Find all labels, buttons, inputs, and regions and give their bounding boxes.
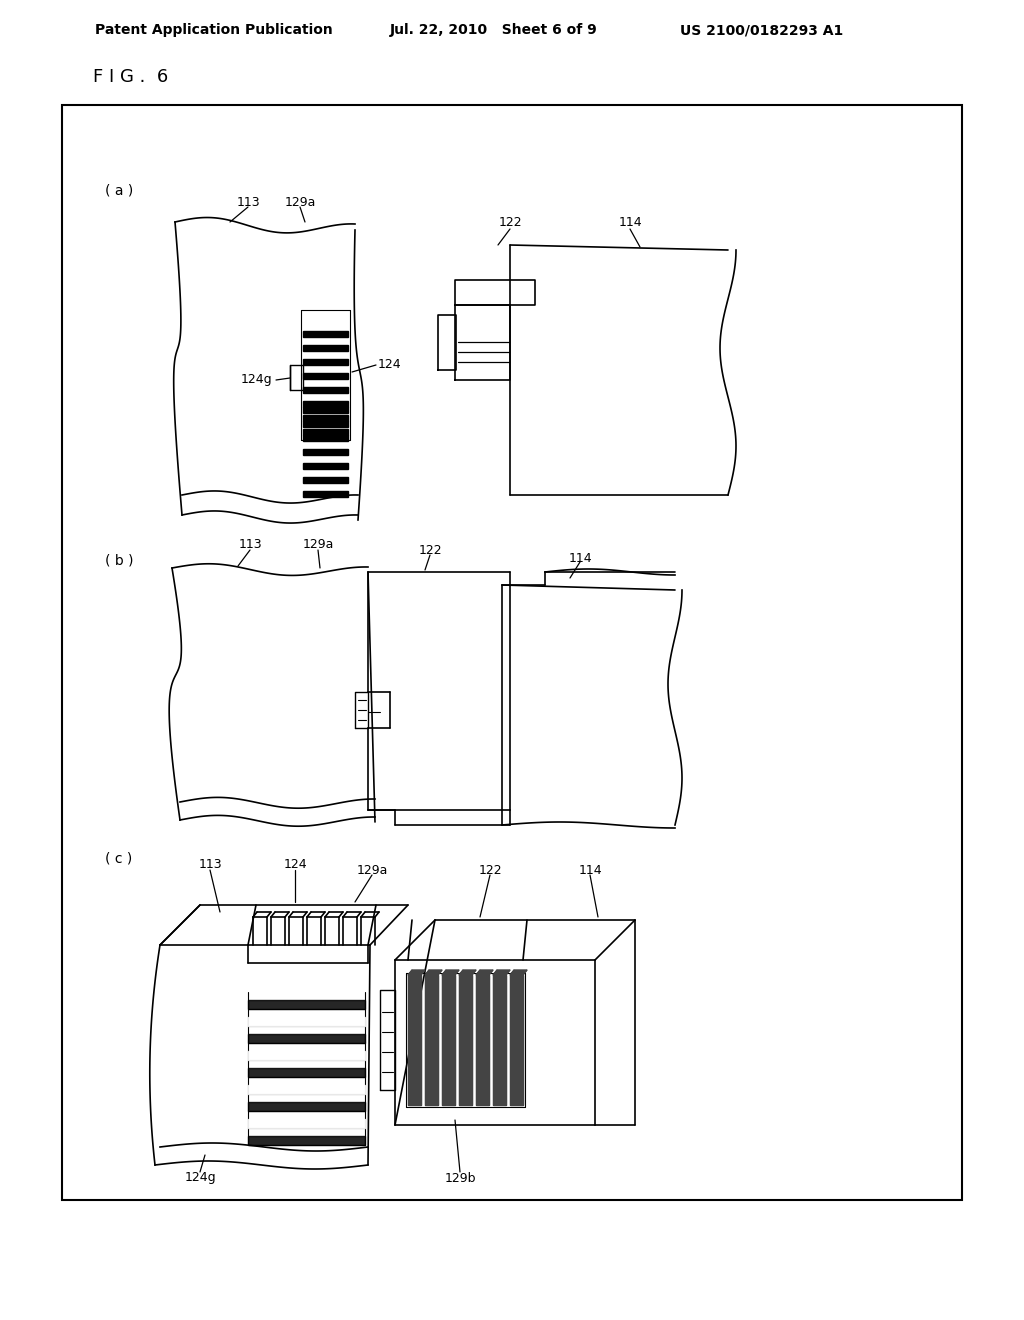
Polygon shape xyxy=(248,1034,365,1043)
Text: 124: 124 xyxy=(284,858,307,871)
Polygon shape xyxy=(303,421,348,426)
Text: ( c ): ( c ) xyxy=(105,851,132,865)
Polygon shape xyxy=(248,1016,365,1026)
Text: 124g: 124g xyxy=(184,1172,216,1184)
Polygon shape xyxy=(459,970,476,975)
Polygon shape xyxy=(476,970,493,975)
Polygon shape xyxy=(303,414,348,421)
Polygon shape xyxy=(248,1119,365,1129)
Polygon shape xyxy=(248,1068,365,1077)
Text: Patent Application Publication: Patent Application Publication xyxy=(95,22,333,37)
Text: 129a: 129a xyxy=(356,863,388,876)
Polygon shape xyxy=(425,975,438,1105)
Text: 122: 122 xyxy=(478,863,502,876)
Polygon shape xyxy=(303,429,348,436)
Polygon shape xyxy=(303,491,348,498)
Polygon shape xyxy=(493,970,510,975)
Text: 124g: 124g xyxy=(241,374,272,387)
Bar xyxy=(62,106,962,1200)
Polygon shape xyxy=(248,1102,365,1111)
Polygon shape xyxy=(425,970,442,975)
Polygon shape xyxy=(303,345,348,351)
Polygon shape xyxy=(248,1085,365,1094)
Text: 113: 113 xyxy=(239,539,262,552)
Polygon shape xyxy=(459,975,472,1105)
Text: ( a ): ( a ) xyxy=(105,183,133,197)
Polygon shape xyxy=(455,305,510,380)
Text: 129a: 129a xyxy=(285,195,315,209)
Polygon shape xyxy=(303,387,348,393)
Text: 114: 114 xyxy=(568,552,592,565)
Polygon shape xyxy=(303,407,348,413)
Polygon shape xyxy=(510,970,527,975)
Polygon shape xyxy=(303,331,348,337)
Text: F I G .  6: F I G . 6 xyxy=(93,69,168,86)
Polygon shape xyxy=(303,463,348,469)
Text: 113: 113 xyxy=(237,195,260,209)
Polygon shape xyxy=(248,1051,365,1060)
Polygon shape xyxy=(303,401,348,407)
Polygon shape xyxy=(303,477,348,483)
Polygon shape xyxy=(455,280,535,305)
Polygon shape xyxy=(510,975,523,1105)
Polygon shape xyxy=(303,449,348,455)
Text: 122: 122 xyxy=(418,544,441,557)
Polygon shape xyxy=(248,1137,365,1144)
Polygon shape xyxy=(438,315,456,370)
Text: 129b: 129b xyxy=(444,1172,476,1184)
Text: US 2100/0182293 A1: US 2100/0182293 A1 xyxy=(680,22,843,37)
Text: ( b ): ( b ) xyxy=(105,553,133,568)
Polygon shape xyxy=(442,975,455,1105)
Polygon shape xyxy=(303,436,348,441)
Polygon shape xyxy=(248,1001,365,1008)
Text: 124: 124 xyxy=(378,359,401,371)
Polygon shape xyxy=(493,975,506,1105)
Polygon shape xyxy=(408,975,421,1105)
Text: 113: 113 xyxy=(199,858,222,871)
Polygon shape xyxy=(476,975,489,1105)
Polygon shape xyxy=(303,374,348,379)
Polygon shape xyxy=(442,970,459,975)
Polygon shape xyxy=(380,990,395,1090)
Polygon shape xyxy=(355,692,368,729)
Text: 114: 114 xyxy=(618,216,642,230)
Text: 129a: 129a xyxy=(302,539,334,552)
Text: 122: 122 xyxy=(499,216,522,230)
Polygon shape xyxy=(303,359,348,366)
Polygon shape xyxy=(408,970,425,975)
Text: Jul. 22, 2010   Sheet 6 of 9: Jul. 22, 2010 Sheet 6 of 9 xyxy=(390,22,598,37)
Text: 114: 114 xyxy=(579,863,602,876)
